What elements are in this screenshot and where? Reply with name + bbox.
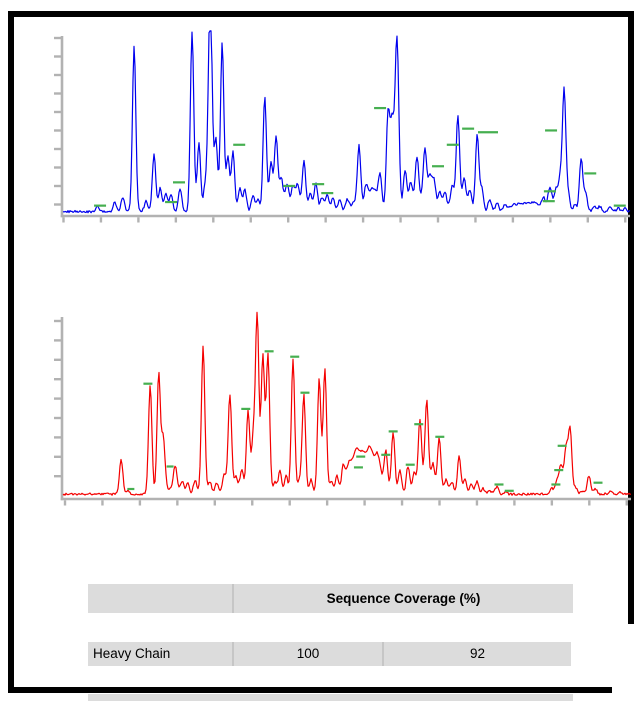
bottom-spectrum-plot bbox=[54, 311, 631, 506]
figure-frame bbox=[8, 11, 634, 693]
header-empty-cell bbox=[88, 584, 232, 613]
header-title-cell: Sequence Coverage (%) bbox=[234, 584, 573, 613]
column-separator bbox=[232, 642, 234, 666]
partial-row-cell bbox=[88, 694, 573, 701]
top-spectrum-plot bbox=[54, 30, 631, 223]
coverage-value-cell-1: 100 bbox=[234, 642, 382, 666]
coverage-value-cell-2: 92 bbox=[384, 642, 571, 666]
table-row-heavy-chain: Heavy Chain 100 92 bbox=[88, 642, 573, 666]
table-header-row: Sequence Coverage (%) bbox=[88, 584, 573, 613]
row-label-cell: Heavy Chain bbox=[88, 642, 232, 666]
column-separator bbox=[232, 584, 234, 613]
column-separator bbox=[382, 642, 384, 666]
table-partial-row bbox=[88, 694, 573, 701]
frame-notch-overlay bbox=[612, 624, 642, 701]
